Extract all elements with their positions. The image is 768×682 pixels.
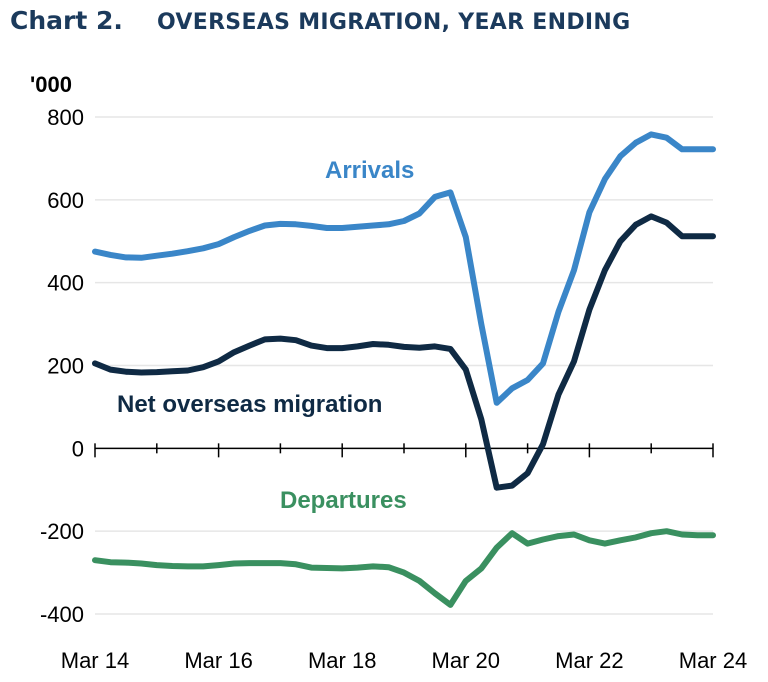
y-tick-label: 200 <box>47 354 84 379</box>
x-tick-label: Mar 18 <box>308 648 376 673</box>
series-line-departures <box>92 528 716 608</box>
series-line-net-overseas-migration <box>92 213 716 491</box>
x-tick-label: Mar 24 <box>679 648 747 673</box>
y-tick-label: 600 <box>47 188 84 213</box>
series-label-departures: Departures <box>280 487 407 514</box>
y-axis-ticks: 800 600 400 200 0 -200 -400 <box>40 105 84 627</box>
series-label-arrivals: Arrivals <box>325 157 414 184</box>
x-tick-label: Mar 14 <box>61 648 129 673</box>
chart-title: OVERSEAS MIGRATION, YEAR ENDING <box>157 10 631 35</box>
y-tick-label: 400 <box>47 271 84 296</box>
y-tick-label: -200 <box>40 519 84 544</box>
y-tick-label: -400 <box>40 602 84 627</box>
x-tick-label: Mar 16 <box>184 648 252 673</box>
y-tick-label: 800 <box>47 105 84 130</box>
x-axis <box>94 443 714 458</box>
chart-header: Chart 2. OVERSEAS MIGRATION, YEAR ENDING <box>10 6 630 40</box>
series-lines <box>92 131 716 608</box>
x-axis-ticks: Mar 14 Mar 16 Mar 18 Mar 20 Mar 22 Mar 24 <box>61 648 747 673</box>
gridlines <box>95 116 713 615</box>
series-label-net-overseas-migration: Net overseas migration <box>117 391 382 418</box>
chart-number: Chart 2. <box>10 6 123 35</box>
y-axis-unit: '000 <box>30 72 72 97</box>
series-line-arrivals <box>92 131 716 406</box>
x-tick-label: Mar 22 <box>555 648 623 673</box>
y-tick-label: 0 <box>72 436 84 461</box>
x-tick-label: Mar 20 <box>432 648 500 673</box>
